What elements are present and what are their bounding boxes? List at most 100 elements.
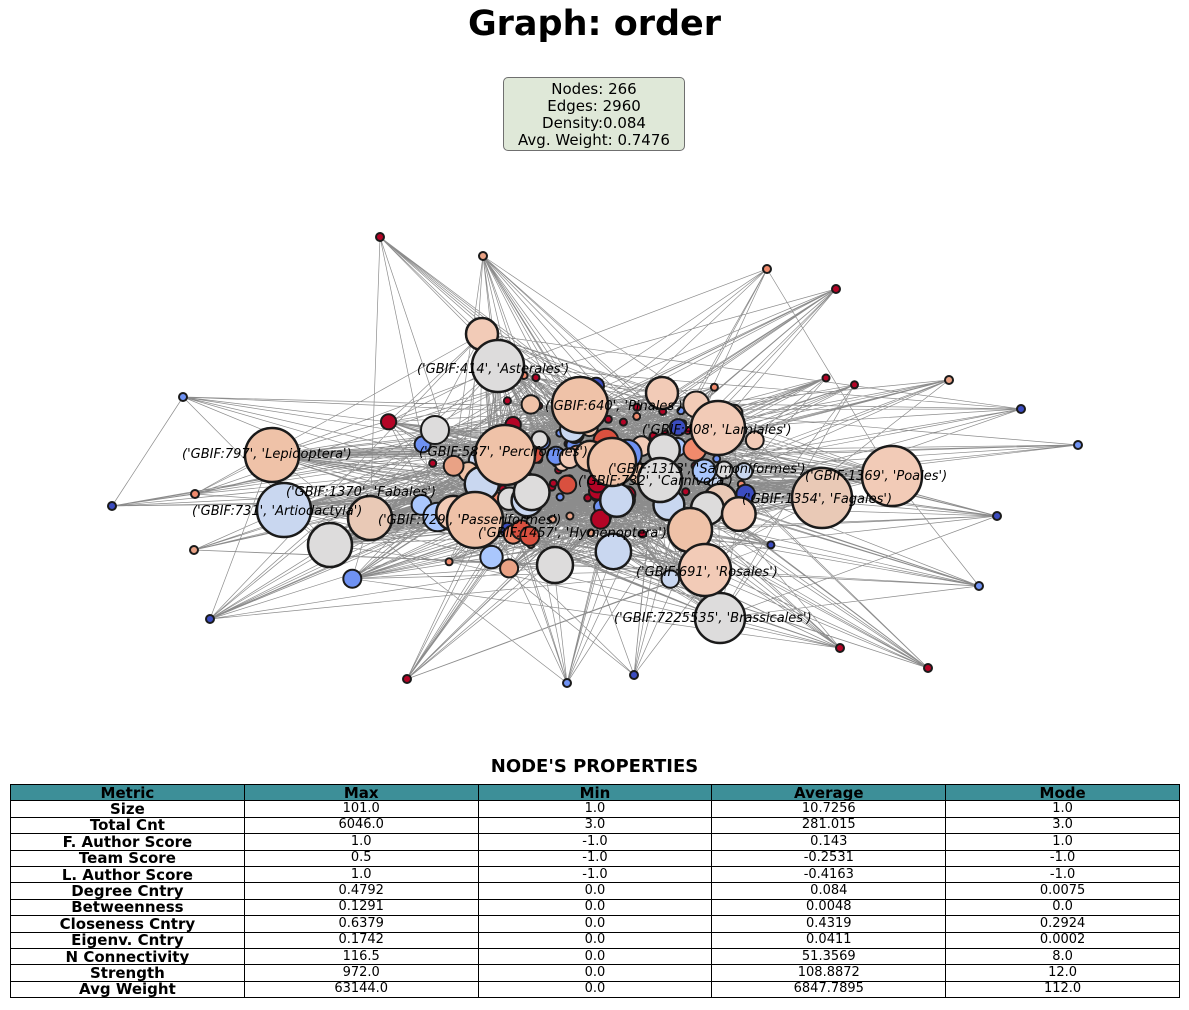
graph-node[interactable] (444, 557, 454, 567)
metric-value-cell: 0.0 (477, 947, 713, 966)
graph-node[interactable] (519, 525, 541, 547)
metric-value-cell: -1.0 (945, 849, 1180, 867)
graph-node[interactable] (306, 521, 354, 569)
graph-node[interactable] (860, 444, 924, 508)
graph-node[interactable] (442, 454, 465, 477)
graph-node[interactable] (499, 558, 520, 579)
graph-node[interactable] (590, 508, 612, 530)
graph-node-labels: ('GBIF:414', 'Asterales') ('GBIF:640', '… (182, 362, 947, 626)
graph-node[interactable] (420, 415, 450, 445)
density-value: Density:0.084 (542, 114, 646, 132)
node-label: ('GBIF:797', 'Lepidoptera') (182, 447, 352, 462)
graph-node[interactable] (562, 678, 572, 688)
graph-node[interactable] (107, 501, 117, 511)
graph-node[interactable] (636, 456, 684, 504)
graph-node[interactable] (375, 232, 385, 242)
graph-node[interactable] (790, 466, 854, 530)
graph-node[interactable] (555, 492, 565, 502)
graph-node[interactable] (205, 614, 215, 624)
graph-node[interactable] (974, 581, 984, 591)
metric-name-cell: Avg Weight (10, 980, 245, 999)
graph-node[interactable] (720, 496, 757, 533)
graph-node[interactable] (632, 411, 642, 421)
metric-value-cell: 63144.0 (243, 980, 479, 999)
graph-node[interactable] (380, 413, 398, 431)
graph-node[interactable] (512, 473, 551, 512)
node-label: ('GBIF:1457', 'Hymenoptera') (478, 526, 667, 541)
graph-node[interactable] (520, 394, 541, 415)
graph-node[interactable] (535, 545, 575, 585)
metric-value-cell: 8.0 (945, 947, 1180, 966)
graph-node[interactable] (502, 396, 512, 406)
graph-node[interactable] (550, 375, 610, 435)
metric-value-cell: 1.0 (945, 833, 1180, 851)
graph-node[interactable] (548, 478, 558, 488)
metric-name-cell: Total Cnt (10, 816, 245, 835)
graph-node[interactable] (618, 417, 628, 427)
graph-node[interactable] (632, 402, 642, 412)
graph-node[interactable] (565, 511, 575, 521)
graph-node[interactable] (342, 568, 363, 589)
table-row: Strength 972.0 0.0 108.8872 12.0 (10, 964, 1180, 982)
graph-node[interactable] (693, 591, 747, 645)
graph-node[interactable] (850, 380, 859, 390)
graph-node[interactable] (479, 544, 504, 570)
graph-node[interactable] (660, 569, 681, 589)
metric-value-cell: 0.0 (477, 882, 713, 900)
graph-node[interactable] (644, 375, 680, 411)
graph-node[interactable] (835, 643, 845, 653)
graph-node[interactable] (548, 514, 558, 524)
graph-node[interactable] (691, 458, 717, 484)
graph-node[interactable] (1073, 440, 1083, 450)
graph-node[interactable] (243, 426, 301, 484)
network-graph[interactable]: ('GBIF:414', 'Asterales') ('GBIF:640', '… (0, 0, 1189, 750)
graph-node[interactable] (178, 392, 188, 402)
graph-node[interactable] (1016, 404, 1026, 414)
graph-node[interactable] (255, 481, 313, 539)
table-row: Eigenv. Cntry 0.1742 0.0 0.0411 0.0002 (10, 931, 1180, 949)
metric-name-cell: N Connectivity (10, 947, 245, 966)
node-label: ('GBIF:691', 'Rosales') (636, 565, 778, 580)
graph-nodes (107, 232, 1083, 688)
metric-name-cell: Eigenv. Cntry (10, 931, 245, 949)
node-label: ('GBIF:1354', 'Fagales') (742, 492, 892, 507)
graph-node[interactable] (473, 423, 537, 487)
graph-node[interactable] (470, 338, 526, 394)
graph-node[interactable] (744, 430, 765, 451)
graph-node[interactable] (766, 540, 776, 550)
table-row: L. Author Score 1.0 -1.0 -0.4163 -1.0 (10, 865, 1180, 884)
graph-node[interactable] (346, 494, 394, 542)
graph-node[interactable] (944, 375, 954, 385)
header-min: Min (477, 783, 713, 802)
graph-node[interactable] (831, 284, 841, 294)
metric-value-cell: 0.0 (945, 898, 1180, 917)
metric-value-cell: 1.0 (243, 865, 479, 884)
metric-value-cell: -1.0 (477, 833, 713, 851)
graph-node[interactable] (478, 251, 488, 261)
graph-node[interactable] (681, 487, 691, 497)
graph-node[interactable] (637, 529, 647, 539)
graph-node[interactable] (445, 490, 505, 550)
graph-node[interactable] (734, 462, 754, 481)
graph-node[interactable] (531, 373, 541, 383)
graph-node[interactable] (762, 264, 772, 274)
graph-node[interactable] (689, 399, 747, 457)
graph-node[interactable] (668, 418, 688, 437)
graph-node[interactable] (189, 545, 199, 555)
graph-node[interactable] (677, 542, 733, 598)
metric-name-cell: L. Author Score (10, 865, 245, 884)
graph-node[interactable] (428, 458, 438, 468)
graph-node[interactable] (629, 670, 639, 680)
graph-node[interactable] (594, 532, 633, 571)
metric-value-cell: 0.2924 (945, 915, 1180, 933)
graph-node[interactable] (402, 674, 412, 684)
graph-node[interactable] (923, 663, 933, 673)
graph-node[interactable] (821, 373, 831, 383)
node-label: ('GBIF:732', 'Carnivora') (578, 474, 733, 489)
graph-node[interactable] (190, 489, 200, 499)
graph-node[interactable] (709, 382, 719, 392)
graph-node[interactable] (992, 511, 1002, 521)
graph-node[interactable] (557, 474, 578, 495)
graph-node[interactable] (586, 436, 638, 488)
graph-node[interactable] (586, 528, 596, 538)
